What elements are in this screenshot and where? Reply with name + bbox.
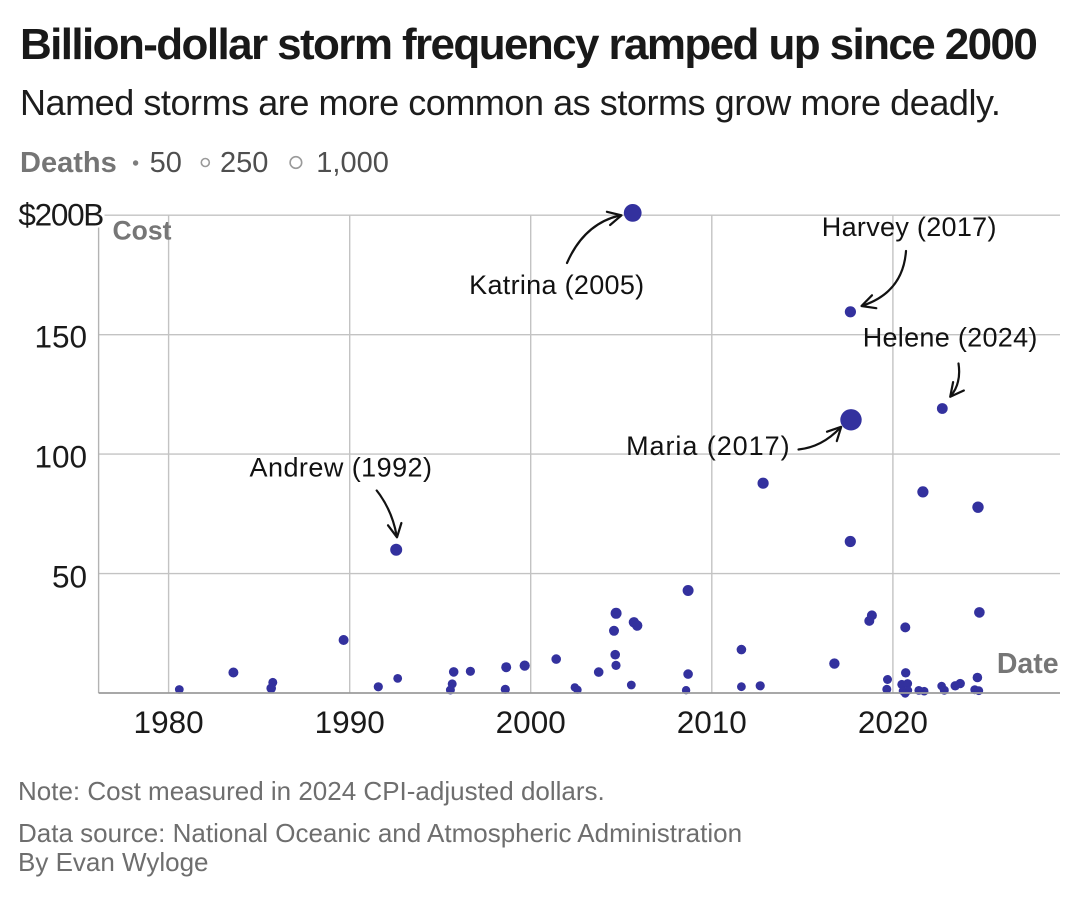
- svg-text:Helene (2024): Helene (2024): [863, 323, 1038, 353]
- svg-text:Date: Date: [997, 648, 1059, 680]
- svg-text:50: 50: [150, 148, 182, 179]
- svg-text:Deaths: Deaths: [20, 148, 117, 179]
- svg-text:1980: 1980: [134, 704, 204, 740]
- svg-text:150: 150: [34, 318, 87, 354]
- svg-text:Harvey (2017): Harvey (2017): [822, 212, 997, 242]
- svg-text:Katrina (2005): Katrina (2005): [469, 270, 644, 300]
- svg-text:2020: 2020: [858, 704, 928, 740]
- svg-text:Maria (2017): Maria (2017): [626, 431, 790, 461]
- svg-text:2000: 2000: [496, 704, 566, 740]
- svg-text:1,000: 1,000: [316, 148, 389, 179]
- svg-text:100: 100: [34, 439, 87, 475]
- svg-text:1990: 1990: [315, 704, 385, 740]
- svg-text:250: 250: [220, 148, 268, 179]
- svg-text:$200B: $200B: [18, 197, 103, 233]
- svg-text:Cost: Cost: [113, 215, 172, 245]
- svg-text:50: 50: [52, 559, 87, 595]
- svg-text:Andrew (1992): Andrew (1992): [250, 452, 433, 482]
- svg-text:2010: 2010: [677, 704, 747, 740]
